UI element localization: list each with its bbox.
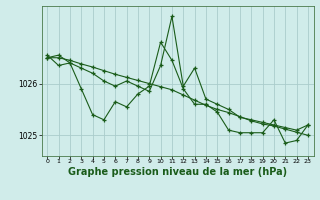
X-axis label: Graphe pression niveau de la mer (hPa): Graphe pression niveau de la mer (hPa) bbox=[68, 167, 287, 177]
